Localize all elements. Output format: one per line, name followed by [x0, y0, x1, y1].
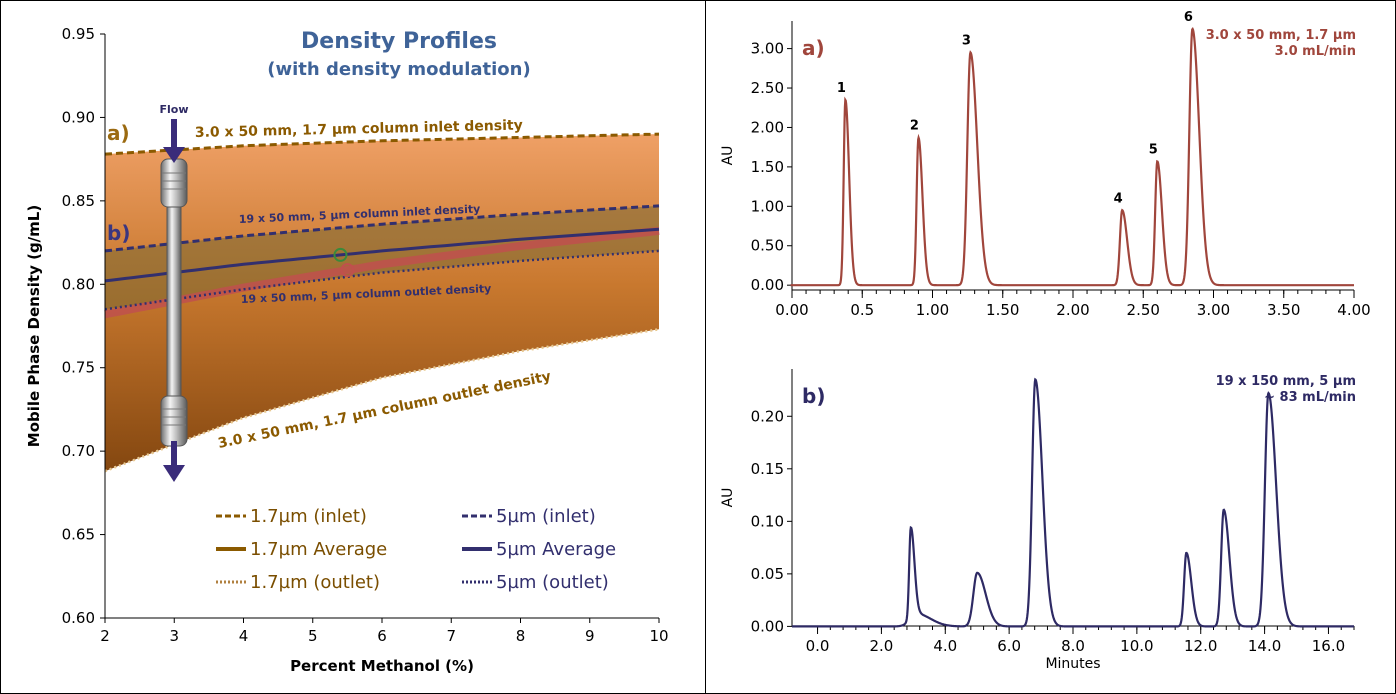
column-graphic [160, 119, 188, 482]
legend-label: 5µm Average [496, 539, 616, 560]
density-profile-panel: 0.60 0.65 0.70 0.75 0.80 0.85 0.90 0.95 2 3 4 5 6 7 8 9… [0, 0, 706, 694]
chromatogram-charts: 0.00 0.50 1.00 1.50 2.00 2.50 3.00 0.00 0.5 1.00 1… [720, 10, 1371, 672]
x-tick-label: 1.00 [916, 301, 949, 319]
x-tick-label: 1.50 [986, 301, 1019, 319]
flow-arrow-top-head [163, 147, 185, 163]
band-1-7um-area [105, 134, 659, 472]
legend-label: 1.7µm Average [250, 539, 387, 560]
y-tick-label: 0.00 [751, 276, 784, 294]
annotation-inlet-a: 3.0 x 50 mm, 1.7 µm column inlet density [195, 118, 523, 141]
header-line-1: 3.0 x 50 mm, 1.7 µm [1206, 28, 1356, 43]
band-5um-area [105, 205, 659, 310]
x-tick-label: 0.00 [775, 301, 808, 319]
chromatogram-a: 0.00 0.50 1.00 1.50 2.00 2.50 3.00 0.00 0.5 1.00 1… [720, 10, 1371, 319]
x-tick-label: 0.5 [850, 301, 874, 319]
y-tick-label: 1.00 [751, 197, 784, 215]
legend-label: 1.7µm (outlet) [250, 572, 380, 593]
x-tick-label: 10 [649, 627, 668, 645]
panel-label: a) [802, 36, 825, 60]
y-tick-label: 0.65 [62, 526, 95, 544]
x-tick-label: 8.0 [1061, 637, 1085, 655]
x-tick-label: 8 [516, 627, 526, 645]
x-tick-label: 3.50 [1267, 301, 1300, 319]
y-tick-label: 2.50 [751, 79, 784, 97]
density-profile-chart: 0.60 0.65 0.70 0.75 0.80 0.85 0.90 0.95 2 3 4 5 6 7 8 9… [25, 25, 669, 675]
header-line-2: ~ 83 mL/min [1264, 390, 1356, 405]
marker-5um-average [333, 247, 348, 262]
panel-label: b) [802, 384, 825, 408]
x-tick-label: 4.0 [933, 637, 957, 655]
series-1-7um-outlet-line [104, 328, 660, 473]
header-line-2: 3.0 mL/min [1275, 44, 1356, 59]
series-5um-average-line [104, 227, 660, 283]
y-tick-label: 0.60 [62, 609, 95, 627]
x-tick-label: 12.0 [1184, 637, 1217, 655]
y-axis-label: AU [720, 146, 736, 166]
y-tick-label: 1.50 [751, 158, 784, 176]
chart-subtitle: (with density modulation) [267, 59, 530, 80]
x-tick-label: 9 [585, 627, 595, 645]
column-inlet-fitting [160, 158, 188, 208]
column-outlet-fitting [160, 395, 188, 447]
x-tick-label: 16.0 [1312, 637, 1345, 655]
peak-label: 3 [962, 34, 971, 49]
y-tick-label: 0.75 [62, 359, 95, 377]
legend-label: 5µm (inlet) [496, 506, 596, 527]
y-tick-label: 0.50 [751, 237, 784, 255]
x-tick-label: 2.00 [1056, 301, 1089, 319]
y-tick-label: 0.70 [62, 442, 95, 460]
label-a: a) [107, 121, 130, 145]
x-tick-label: 6.0 [997, 637, 1021, 655]
y-axis-label: Mobile Phase Density (g/mL) [25, 205, 43, 447]
x-axis-label: Percent Methanol (%) [290, 657, 474, 675]
y-tick-label: 0.15 [751, 460, 784, 478]
y-tick-label: 0.85 [62, 192, 95, 210]
x-tick-label: 6 [377, 627, 387, 645]
flow-label: Flow [159, 103, 188, 116]
chromatogram-trace [792, 377, 1354, 628]
flow-arrow-bottom-head [163, 465, 185, 482]
chart-title: Density Profiles [301, 29, 497, 54]
x-tick-label: 2.50 [1127, 301, 1160, 319]
series-1-7um-inlet-line [104, 132, 660, 156]
x-tick-label: 7 [446, 627, 456, 645]
peak-label: 5 [1149, 142, 1158, 157]
y-tick-label: 0.00 [751, 617, 784, 635]
x-tick-label: 10.0 [1120, 637, 1153, 655]
x-axis-label: Minutes [1045, 656, 1100, 672]
chromatogram-b: 0.00 0.05 0.10 0.15 0.20 0.0 2.0 4.0 6.0 8.0 10.0 1… [720, 369, 1356, 672]
peak-label: 1 [837, 81, 846, 96]
series-5um-inlet-line [104, 204, 660, 253]
y-tick-label: 2.00 [751, 118, 784, 136]
y-tick-label: 0.10 [751, 512, 784, 530]
chromatogram-trace [790, 27, 1354, 287]
y-tick-label: 0.80 [62, 275, 95, 293]
peak-label: 2 [910, 119, 919, 134]
y-tick-label: 3.00 [751, 40, 784, 58]
x-tick-label: 2.0 [869, 637, 893, 655]
header-line-1: 19 x 150 mm, 5 µm [1216, 374, 1356, 389]
x-tick-label: 3.00 [1197, 301, 1230, 319]
series-1-7um-average-line [104, 226, 660, 319]
x-tick-label: 0.0 [806, 637, 830, 655]
peak-label: 6 [1184, 10, 1193, 25]
legend-label: 1.7µm (inlet) [250, 506, 367, 527]
chromatogram-panel: 0.00 0.50 1.00 1.50 2.00 2.50 3.00 0.00 0.5 1.00 1… [706, 0, 1396, 694]
x-tick-label: 3 [169, 627, 179, 645]
x-tick-label: 4.00 [1337, 301, 1370, 319]
y-tick-label: 0.95 [62, 25, 95, 43]
legend: 1.7µm (inlet) 5µm (inlet) 1.7µm Average 5µm… [216, 506, 616, 593]
y-tick-label: 0.05 [751, 565, 784, 583]
x-tick-label: 5 [308, 627, 318, 645]
x-tick-label: 4 [239, 627, 249, 645]
peak-label: 4 [1114, 191, 1123, 206]
x-tick-label: 2 [100, 627, 110, 645]
y-tick-label: 0.20 [751, 407, 784, 425]
y-tick-label: 0.90 [62, 108, 95, 126]
label-b: b) [107, 221, 130, 245]
y-axis-label: AU [720, 488, 736, 508]
legend-label: 5µm (outlet) [496, 572, 609, 593]
marker-1-7um-average [340, 263, 355, 278]
x-tick-label: 14.0 [1248, 637, 1281, 655]
